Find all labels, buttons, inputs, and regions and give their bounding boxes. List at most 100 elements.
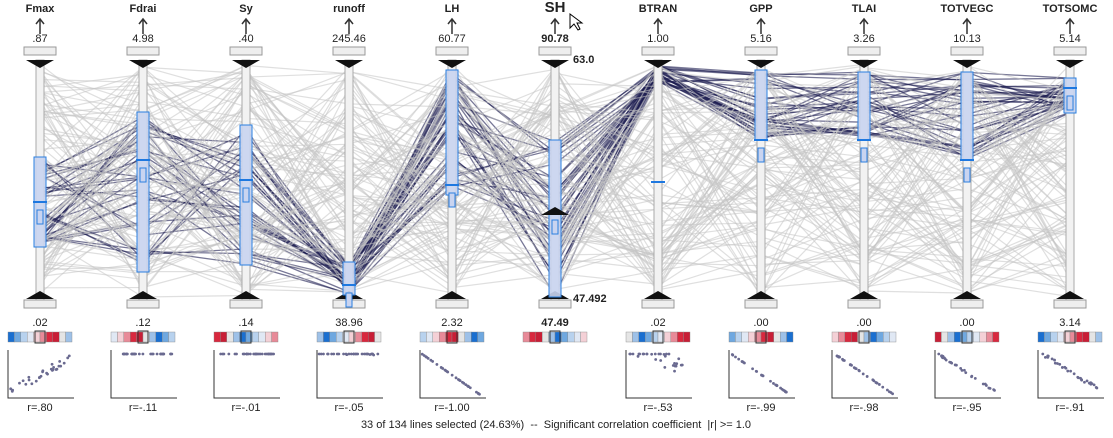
axis-max: 5.16 — [750, 33, 771, 45]
scatter-dot — [30, 382, 34, 386]
scatter-dot — [1053, 361, 1057, 365]
scatter-dot — [162, 352, 165, 356]
color-cell — [844, 331, 852, 343]
range-box — [548, 139, 562, 298]
range-box — [136, 111, 150, 273]
axis-min: .02 — [32, 317, 47, 329]
scatter-dot — [1083, 380, 1086, 384]
scatter-dot — [677, 357, 681, 361]
axis-min: .12 — [135, 317, 150, 329]
scatter-dot — [67, 354, 71, 358]
scatter-dot — [18, 381, 21, 385]
scatter-dot — [887, 390, 891, 394]
scatter-dot — [422, 354, 426, 357]
scatter-dot — [679, 363, 683, 367]
scatter-dot — [366, 352, 370, 356]
color-cell — [110, 331, 118, 343]
range-box — [342, 261, 356, 296]
scatter-dot — [754, 369, 758, 373]
scatter-dot — [1092, 383, 1096, 387]
color-cell — [329, 331, 337, 343]
bottom-handle — [26, 291, 54, 299]
scatter-dot — [1060, 366, 1064, 369]
scatter-dot — [1050, 357, 1054, 361]
scatter-dot — [841, 357, 844, 361]
scatter-dot — [631, 352, 635, 356]
sh-handle — [541, 207, 569, 215]
up-arrow — [344, 17, 354, 34]
bottom-handle — [747, 291, 775, 299]
axis-name: Fmax — [26, 3, 56, 15]
top-cap — [950, 46, 984, 56]
top-handle — [438, 60, 466, 68]
scatter-dot — [653, 352, 657, 356]
up-arrow — [138, 17, 148, 34]
correlation: r=-1.00 — [434, 402, 469, 414]
scatter-dot — [332, 352, 336, 356]
axis-max: 5.14 — [1059, 33, 1080, 45]
bottom-cap — [1053, 299, 1087, 309]
scatter-dot — [769, 379, 772, 383]
color-cell — [992, 331, 1000, 343]
color-cell — [632, 331, 640, 343]
color-cell — [645, 331, 652, 343]
scatter-axes — [625, 350, 692, 399]
scatter-dot — [654, 358, 658, 361]
scatter-dot — [272, 352, 275, 356]
sh-top-label: 63.0 — [573, 54, 594, 66]
selected-cell — [858, 330, 870, 344]
color-cell — [947, 331, 955, 343]
scatter-dot — [940, 354, 944, 358]
correlation: r=-.05 — [334, 402, 363, 414]
scatter-dot — [260, 352, 264, 356]
status-text: 33 of 134 lines selected (24.63%) -- Sig… — [361, 419, 751, 431]
color-cell — [458, 331, 465, 343]
top-cap — [538, 46, 572, 56]
axis-min: .00 — [753, 317, 768, 329]
scatter-dot — [835, 354, 839, 358]
scatter-dot — [344, 352, 348, 356]
scatter-dot — [949, 361, 953, 364]
axis-min: 3.14 — [1059, 317, 1080, 329]
color-cell — [477, 331, 485, 343]
color-cell — [831, 331, 839, 343]
scatter-dot — [356, 352, 360, 356]
scatter-dot — [461, 380, 464, 384]
scatter-dot — [326, 352, 329, 356]
correlation: r=-.98 — [849, 402, 878, 414]
mean-box — [36, 209, 44, 225]
top-handle — [26, 60, 54, 68]
correlation: r=-.99 — [746, 402, 775, 414]
scatter-dot — [245, 352, 249, 356]
bottom-handle — [850, 291, 878, 299]
mean-box — [551, 219, 559, 235]
scatter-axes — [419, 350, 486, 399]
up-arrow — [1065, 17, 1075, 34]
top-cap — [332, 46, 366, 56]
color-cell — [741, 331, 749, 343]
axis-max: .87 — [32, 33, 47, 45]
color-cell — [213, 331, 221, 343]
scatter-dot — [478, 392, 481, 396]
color-cell — [361, 331, 369, 343]
scatter-dot — [783, 389, 787, 393]
scatter-dot — [352, 352, 356, 356]
scatter-axes — [934, 350, 1001, 399]
scatter-dot — [734, 355, 737, 359]
bottom-cap — [538, 299, 572, 309]
color-cell — [1076, 331, 1084, 343]
color-cell — [316, 331, 324, 343]
color-cell — [258, 331, 266, 343]
scatter-dot — [431, 360, 435, 363]
color-cell — [7, 331, 15, 343]
axis-name: Fdrai — [130, 3, 157, 15]
top-handle — [644, 60, 672, 68]
scatter-dot — [263, 352, 267, 356]
range-box — [754, 69, 768, 141]
scatter-dot — [267, 352, 271, 356]
color-cell — [979, 331, 987, 343]
color-cell — [1082, 331, 1090, 343]
bottom-cap — [847, 299, 881, 309]
top-handle — [232, 60, 260, 68]
